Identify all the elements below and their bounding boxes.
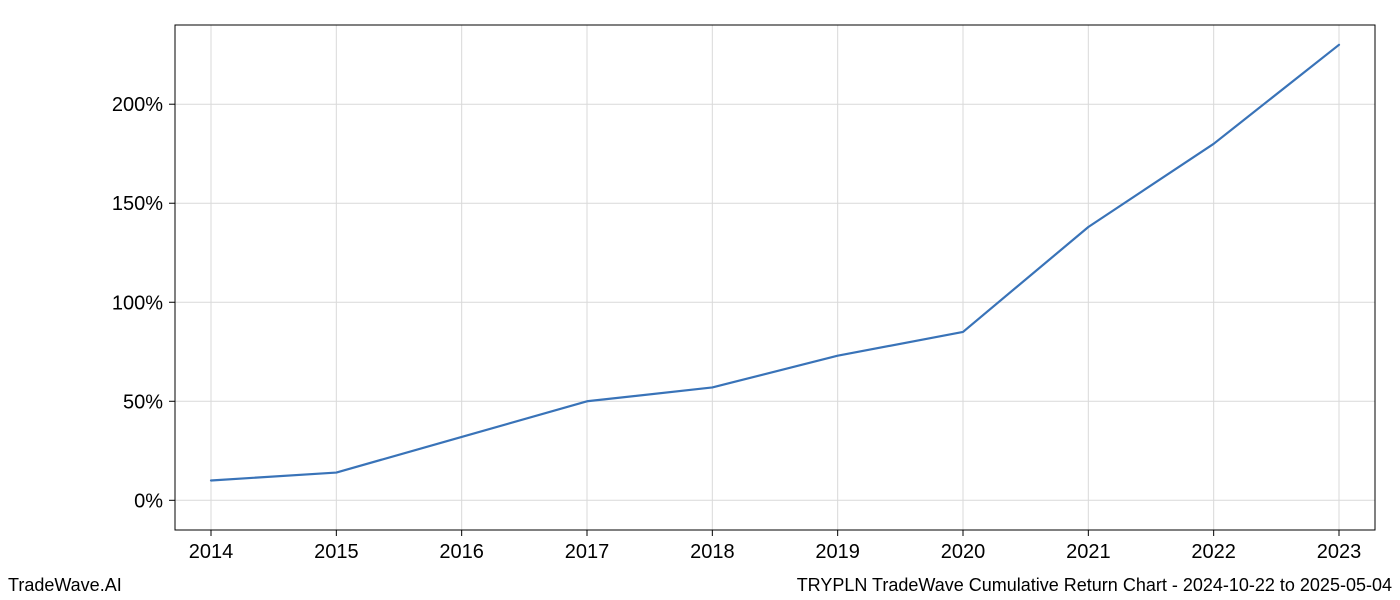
x-tick-label: 2022 <box>1191 541 1236 563</box>
footer-right-text: TRYPLN TradeWave Cumulative Return Chart… <box>797 575 1392 596</box>
x-tick-label: 2023 <box>1317 541 1362 563</box>
x-tick-label: 2020 <box>941 541 986 563</box>
x-tick-label: 2019 <box>815 541 860 563</box>
y-tick-label: 100% <box>112 292 163 314</box>
x-tick-label: 2021 <box>1066 541 1111 563</box>
x-tick-label: 2017 <box>565 541 610 563</box>
chart-container: 2014 2015 2016 2017 2018 2019 2020 2021 2022 2023… <box>0 0 1400 600</box>
footer-left-text: TradeWave.AI <box>8 575 122 596</box>
line-chart: 2014 2015 2016 2017 2018 2019 2020 2021 2022 2023… <box>0 0 1400 600</box>
x-tick-label: 2018 <box>690 541 735 563</box>
x-tick-label: 2015 <box>314 541 359 563</box>
y-tick-label: 150% <box>112 193 163 215</box>
x-tick-label: 2016 <box>439 541 484 563</box>
y-tick-label: 200% <box>112 94 163 116</box>
y-tick-label: 0% <box>134 490 163 512</box>
y-tick-label: 50% <box>123 391 163 413</box>
x-tick-label: 2014 <box>189 541 234 563</box>
